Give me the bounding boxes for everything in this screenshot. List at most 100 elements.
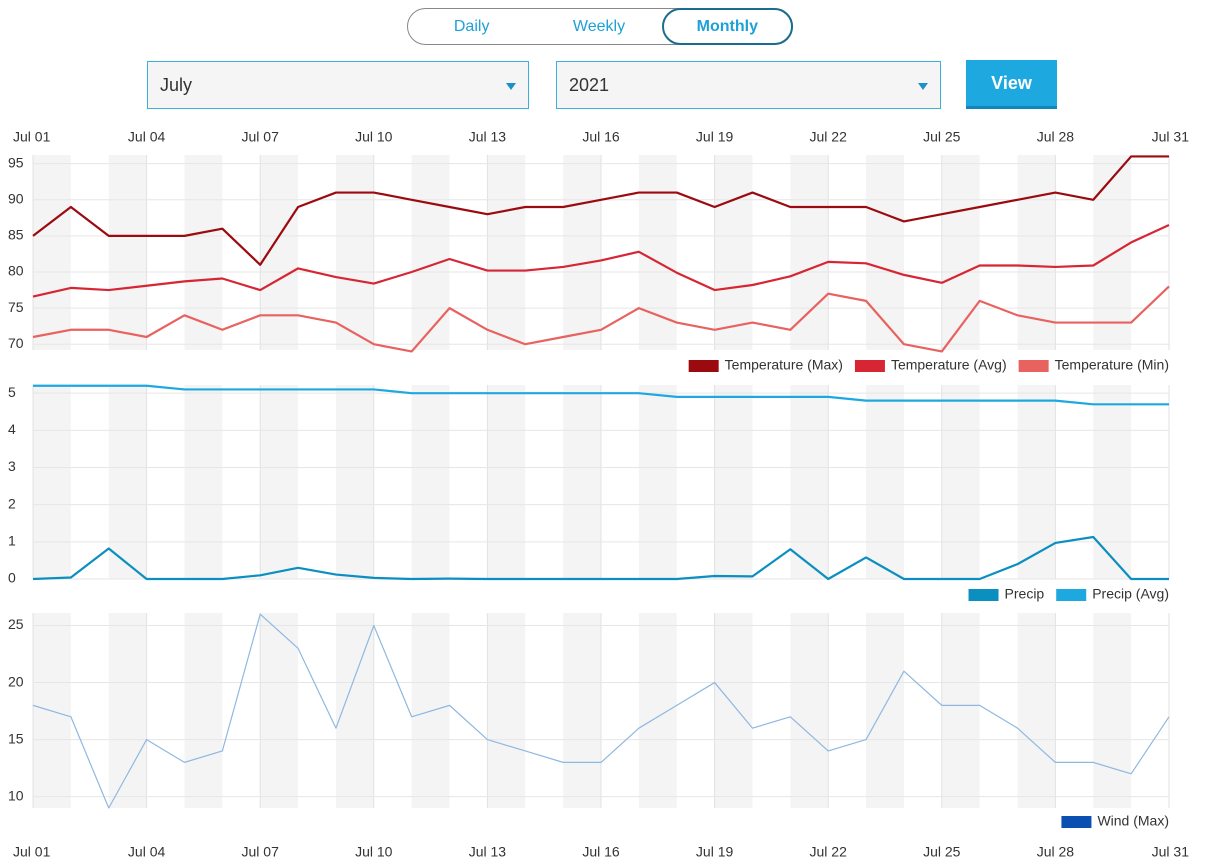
- stripe: [638, 155, 677, 350]
- legend-label: Temperature (Avg): [891, 357, 1007, 373]
- y-tick-label: 0: [8, 570, 16, 586]
- line: [32, 285, 1170, 353]
- y-tick-label: 5: [8, 384, 16, 400]
- stripe: [184, 155, 223, 350]
- stripe: [638, 613, 677, 808]
- x-tick-label: Jul 10: [355, 129, 393, 145]
- stripe: [335, 385, 374, 579]
- stripe: [1093, 155, 1132, 350]
- x-tick-label: Jul 31: [1152, 844, 1190, 860]
- stripe: [411, 155, 450, 350]
- stripe: [487, 155, 526, 350]
- stripe: [1017, 385, 1056, 579]
- stripe: [790, 155, 829, 350]
- view-tabs: Daily Weekly Monthly: [407, 8, 793, 45]
- stripe: [260, 613, 299, 808]
- y-tick-label: 80: [8, 263, 24, 279]
- x-tick-label: Jul 22: [810, 844, 848, 860]
- x-tick-label: Jul 19: [696, 129, 734, 145]
- year-select[interactable]: 2021: [556, 61, 941, 109]
- y-tick-label: 90: [8, 190, 24, 206]
- y-tick-label: 1: [8, 533, 16, 549]
- stripe: [1093, 385, 1132, 579]
- x-tick-label: Jul 25: [923, 129, 961, 145]
- legend-label: Temperature (Min): [1055, 357, 1169, 373]
- stripe: [260, 155, 299, 350]
- line: [32, 535, 1169, 581]
- stripe: [638, 385, 677, 579]
- x-tick-label: Jul 01: [13, 844, 51, 860]
- stripe: [941, 385, 980, 579]
- stripe: [866, 385, 904, 579]
- y-tick-label: 3: [8, 458, 16, 474]
- stripe: [487, 613, 526, 808]
- line: [32, 224, 1170, 298]
- stripe: [790, 613, 829, 808]
- y-tick-label: 10: [8, 787, 24, 803]
- x-tick-label: Jul 04: [128, 844, 166, 860]
- stripe: [714, 613, 753, 808]
- month-select[interactable]: July: [147, 61, 529, 109]
- line: [32, 155, 1169, 266]
- stripe: [487, 385, 526, 579]
- stripe: [108, 385, 147, 579]
- stripe: [714, 155, 753, 350]
- y-tick-label: 20: [8, 673, 24, 689]
- stripe: [108, 155, 147, 350]
- x-tick-label: Jul 16: [582, 129, 620, 145]
- x-tick-label: Jul 19: [696, 844, 734, 860]
- legend-swatch: [968, 589, 999, 601]
- stripe: [714, 385, 753, 579]
- y-tick-label: 4: [8, 421, 16, 437]
- y-tick-label: 2: [8, 495, 16, 511]
- stripe: [941, 155, 980, 350]
- stripe: [563, 155, 601, 350]
- legend-swatch: [1061, 816, 1092, 828]
- stripe: [411, 385, 450, 579]
- view-button[interactable]: View: [966, 60, 1057, 109]
- x-tick-label: Jul 25: [923, 844, 961, 860]
- stripe: [33, 385, 71, 579]
- stripe: [563, 385, 601, 579]
- stripe: [866, 613, 904, 808]
- y-tick-label: 25: [8, 616, 24, 632]
- x-tick-label: Jul 13: [469, 844, 507, 860]
- stripe: [866, 155, 904, 350]
- x-tick-label: Jul 28: [1037, 844, 1075, 860]
- x-tick-label: Jul 22: [810, 129, 848, 145]
- legend-label: Precip: [1005, 586, 1045, 602]
- x-tick-label: Jul 07: [242, 129, 280, 145]
- legend-swatch: [854, 360, 885, 372]
- x-tick-label: Jul 28: [1037, 129, 1075, 145]
- tab[interactable]: Monthly: [661, 8, 793, 45]
- y-tick-label: 95: [8, 154, 24, 170]
- x-tick-label: Jul 10: [355, 844, 393, 860]
- stripe: [184, 385, 223, 579]
- y-tick-label: 85: [8, 227, 24, 243]
- stripe: [260, 385, 299, 579]
- legend-swatch: [1056, 589, 1087, 601]
- tab[interactable]: Daily: [453, 17, 490, 35]
- stripe: [1017, 613, 1056, 808]
- line: [33, 384, 1169, 406]
- stripe: [563, 613, 601, 808]
- x-tick-label: Jul 13: [469, 129, 507, 145]
- legend-label: Wind (Max): [1097, 813, 1169, 829]
- stripe: [790, 385, 829, 579]
- x-tick-label: Jul 04: [128, 129, 166, 145]
- y-tick-label: 15: [8, 730, 24, 746]
- x-tick-label: Jul 16: [582, 844, 620, 860]
- y-tick-label: 75: [8, 299, 24, 315]
- stripe: [941, 613, 980, 808]
- tab[interactable]: Weekly: [572, 17, 626, 35]
- stripe: [184, 613, 223, 808]
- legend-swatch: [688, 360, 719, 372]
- x-tick-label: Jul 07: [242, 844, 280, 860]
- legend-label: Temperature (Max): [725, 357, 843, 373]
- y-tick-label: 70: [8, 335, 24, 351]
- x-tick-label: Jul 01: [13, 129, 51, 145]
- stripe: [33, 155, 71, 350]
- stripe: [335, 155, 374, 350]
